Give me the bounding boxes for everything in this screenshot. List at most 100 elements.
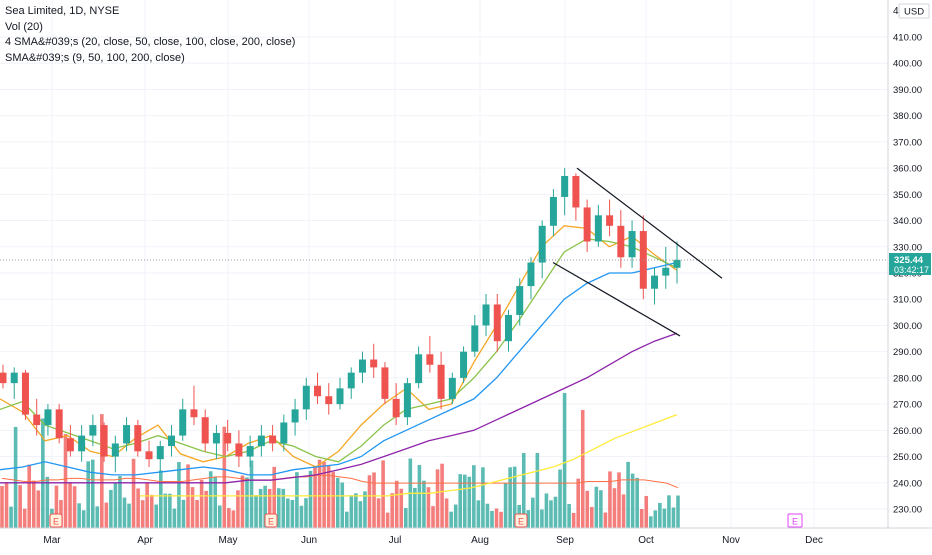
volume-bar xyxy=(490,510,494,528)
volume-bar xyxy=(86,461,91,528)
candle-body xyxy=(168,435,175,447)
candle-body xyxy=(527,262,535,287)
time-tick-label: Aug xyxy=(471,535,489,546)
volume-bar xyxy=(304,498,308,528)
candle-body xyxy=(111,443,119,457)
volume-bar xyxy=(272,466,277,528)
volume-bar xyxy=(181,499,186,528)
candle-body xyxy=(235,443,243,457)
volume-bar xyxy=(621,494,626,528)
price-tick-label: 230.00 xyxy=(893,505,922,516)
time-tick-label: Apr xyxy=(137,535,153,546)
candle-body xyxy=(201,417,209,444)
volume-bar xyxy=(521,453,526,528)
volume-indicator-title[interactable]: Vol (20) xyxy=(5,20,43,33)
volume-bar xyxy=(453,504,458,528)
volume-bar xyxy=(531,497,535,528)
volume-bar xyxy=(158,470,163,528)
volume-bar xyxy=(576,478,580,528)
volume-bar xyxy=(276,488,281,528)
candle-body xyxy=(314,385,322,397)
candle-body xyxy=(639,231,647,289)
volume-bar xyxy=(45,476,50,528)
price-tick-label: 290.00 xyxy=(893,347,922,358)
candle-body xyxy=(100,425,108,457)
volume-bar xyxy=(236,490,240,528)
volume-bar xyxy=(335,477,340,528)
volume-bar xyxy=(612,488,617,528)
sma-indicator-title[interactable]: 4 SMA&#039;s (20, close, 50, close, 100,… xyxy=(5,36,296,48)
price-tick-label: 300.00 xyxy=(893,321,922,332)
volume-bar xyxy=(381,460,385,528)
earnings-marker-2[interactable]: E xyxy=(264,513,278,528)
volume-bar xyxy=(9,506,13,528)
price-tick-label: 380.00 xyxy=(893,111,922,122)
earnings-marker-3[interactable]: E xyxy=(514,513,528,528)
time-tick-label: Oct xyxy=(638,535,654,546)
price-tick-label: 410.00 xyxy=(893,33,922,44)
candle-body xyxy=(0,372,7,384)
currency-box[interactable] xyxy=(898,3,930,19)
volume-bar xyxy=(467,476,472,528)
volume-bar xyxy=(231,510,236,528)
candle-body xyxy=(594,215,602,242)
volume-bar xyxy=(549,500,553,528)
volume-bar xyxy=(290,499,295,528)
volume-bar xyxy=(31,480,36,528)
volume-bar xyxy=(676,495,680,528)
volume-bar xyxy=(462,474,467,528)
candle-body xyxy=(437,364,445,399)
volume-bar xyxy=(109,489,113,528)
volume-bar xyxy=(100,414,104,528)
volume-bar xyxy=(626,461,630,528)
candle-body xyxy=(134,425,142,452)
volume-bar xyxy=(190,487,195,528)
volume-bar xyxy=(440,463,444,528)
volume-bar xyxy=(249,460,254,528)
volume-bar xyxy=(653,510,658,528)
time-tick-label: Dec xyxy=(805,535,823,546)
candle-body xyxy=(651,275,659,289)
earnings-marker-label: E xyxy=(53,517,59,527)
earnings-marker-future[interactable]: E xyxy=(787,513,803,528)
volume-bar xyxy=(617,472,621,528)
volume-bar xyxy=(594,486,599,528)
volume-bar xyxy=(567,503,571,528)
volume-bar xyxy=(476,500,481,528)
candle-body xyxy=(628,231,636,258)
volume-bar xyxy=(77,503,81,528)
candle-body xyxy=(561,175,569,197)
volume-bar xyxy=(118,476,122,528)
volume-bar xyxy=(41,418,45,528)
volume-bar xyxy=(258,488,263,528)
volume-bar xyxy=(639,509,644,528)
volume-bar xyxy=(340,482,345,528)
candle-body xyxy=(606,215,614,226)
candle-body xyxy=(291,409,299,423)
time-axis[interactable] xyxy=(0,528,932,550)
volume-bar xyxy=(503,483,508,528)
volume-bar xyxy=(671,507,676,528)
chart-legend: Sea Limited, 1D, NYSE Vol (20) 4 SMA&#03… xyxy=(5,4,295,66)
trendlines[interactable] xyxy=(552,167,723,337)
candle-body xyxy=(347,372,355,389)
price-tick-label: 370.00 xyxy=(893,137,922,148)
price-tick-label: 260.00 xyxy=(893,426,922,437)
candle-body xyxy=(415,354,423,384)
volume-bar xyxy=(104,502,109,528)
volume-bar xyxy=(0,486,4,528)
sma-indicator-2-title[interactable]: SMA&#039;s (9, 50, 100, 200, close) xyxy=(5,51,185,64)
candle-body xyxy=(572,175,580,208)
volume-bar xyxy=(286,498,290,528)
symbol-title[interactable]: Sea Limited, 1D, NYSE xyxy=(5,5,120,17)
earnings-marker-1[interactable]: E xyxy=(49,513,63,528)
volume-bar xyxy=(22,508,27,528)
volume-bar xyxy=(499,511,503,528)
volume-bars xyxy=(0,393,680,528)
earnings-marker-label: E xyxy=(268,517,274,527)
candle-body xyxy=(179,409,187,436)
candle-body xyxy=(471,325,479,352)
price-tick-label: 310.00 xyxy=(893,295,922,306)
